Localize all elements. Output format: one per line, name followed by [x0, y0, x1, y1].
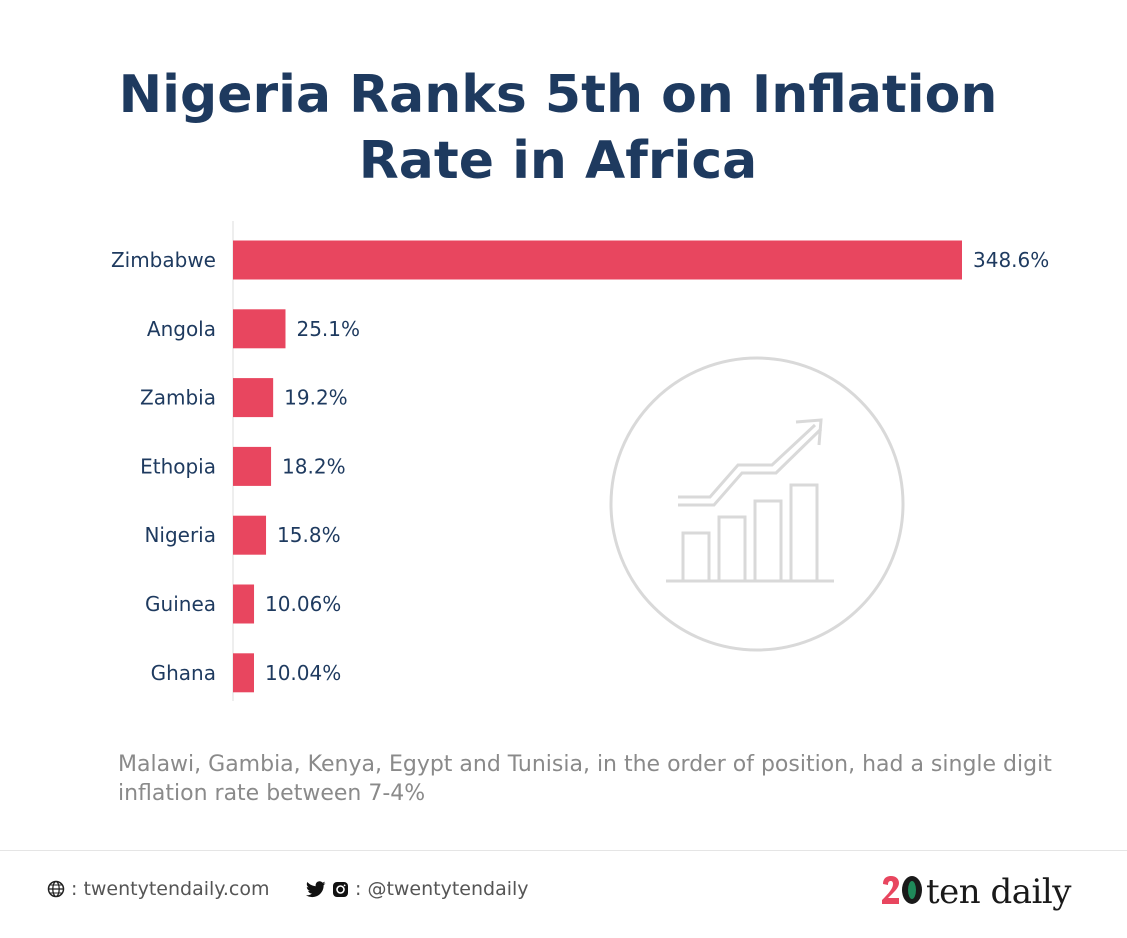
globe-icon [47, 880, 65, 898]
value-label: 18.2% [282, 454, 346, 478]
bar-ethopia [233, 446, 272, 486]
bar-guinea [233, 584, 255, 624]
chart-title: Nigeria Ranks 5th on Inflation Rate in A… [0, 62, 1116, 194]
footer-divider [0, 850, 1127, 851]
bar-zambia [233, 378, 274, 418]
growth-chart-icon [609, 356, 905, 652]
logo-text: ten daily [926, 872, 1071, 912]
instagram-icon [333, 881, 348, 897]
logo-mark-icon [882, 876, 922, 904]
category-label: Nigeria [144, 523, 216, 547]
category-label: Ethopia [140, 454, 216, 478]
social-handle-text: : @twentytendaily [355, 878, 529, 900]
twitter-icon [306, 880, 326, 897]
website-text: : twentytendaily.com [71, 878, 270, 900]
value-label: 10.04% [265, 661, 341, 685]
bar-ghana [233, 653, 254, 693]
footer-website[interactable]: : twentytendaily.com [47, 878, 269, 900]
category-label: Angola [147, 317, 216, 341]
chart-title-line-1: Nigeria Ranks 5th on Inflation [118, 65, 998, 125]
chart-note: Malawi, Gambia, Kenya, Egypt and Tunisia… [118, 752, 1052, 806]
brand-logo[interactable]: ten daily [880, 872, 1071, 912]
value-label: 19.2% [284, 386, 348, 410]
value-label: 15.8% [277, 523, 341, 547]
footer-social[interactable]: : @twentytendaily [306, 878, 529, 900]
bar-zimbabwe [233, 240, 962, 280]
bar-nigeria [233, 515, 267, 555]
value-label: 348.6% [973, 248, 1049, 272]
value-label: 25.1% [296, 317, 360, 341]
bar-chart: Zimbabwe 348.6% Angola 25.1% Zambia 19.2% Etho… [111, 221, 1049, 701]
category-label: Zimbabwe [111, 248, 216, 272]
category-label: Ghana [151, 661, 216, 685]
value-label: 10.06% [265, 592, 341, 616]
chart-title-line-2: Rate in Africa [358, 131, 758, 191]
category-label: Guinea [145, 592, 216, 616]
bar-angola [233, 309, 286, 349]
category-label: Zambia [140, 386, 216, 410]
